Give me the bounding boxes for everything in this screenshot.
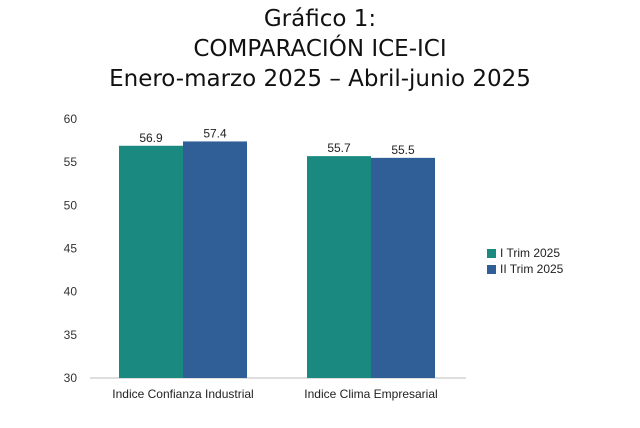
- y-tick-label: 60: [64, 112, 78, 126]
- data-label: 57.4: [203, 126, 227, 140]
- legend-item-series-1: I Trim 2025: [487, 245, 563, 261]
- bar-2-1: [183, 141, 247, 378]
- x-category-label: Indice Clima Empresarial: [304, 387, 437, 401]
- y-tick-label: 30: [64, 371, 78, 385]
- bar-1-1: [119, 145, 183, 378]
- legend-label-series-1: I Trim 2025: [500, 246, 561, 260]
- title-line-2: COMPARACIÓN ICE-ICI: [193, 36, 447, 62]
- legend-item-series-2: II Trim 2025: [487, 261, 563, 277]
- legend-label-series-2: II Trim 2025: [500, 262, 564, 276]
- y-tick-label: 35: [64, 328, 78, 342]
- chart-title: Gráfico 1: COMPARACIÓN ICE-ICI Enero-mar…: [0, 4, 640, 94]
- y-tick-label: 40: [64, 285, 78, 299]
- y-tick-label: 50: [64, 198, 78, 212]
- y-tick-label: 45: [64, 242, 78, 256]
- x-category-label: Indice Confianza Industrial: [112, 387, 253, 401]
- legend: I Trim 2025 II Trim 2025: [487, 245, 563, 277]
- legend-swatch-series-2: [487, 264, 496, 274]
- legend-swatch-series-1: [487, 248, 496, 258]
- data-label: 56.9: [139, 131, 163, 145]
- bar-1-2: [307, 156, 371, 378]
- title-line-1: Gráfico 1:: [263, 6, 377, 32]
- data-label: 55.5: [391, 143, 415, 157]
- y-tick-label: 55: [64, 155, 78, 169]
- data-label: 55.7: [327, 141, 351, 155]
- bar-2-2: [371, 157, 435, 378]
- title-line-3: Enero-marzo 2025 – Abril-junio 2025: [109, 66, 531, 92]
